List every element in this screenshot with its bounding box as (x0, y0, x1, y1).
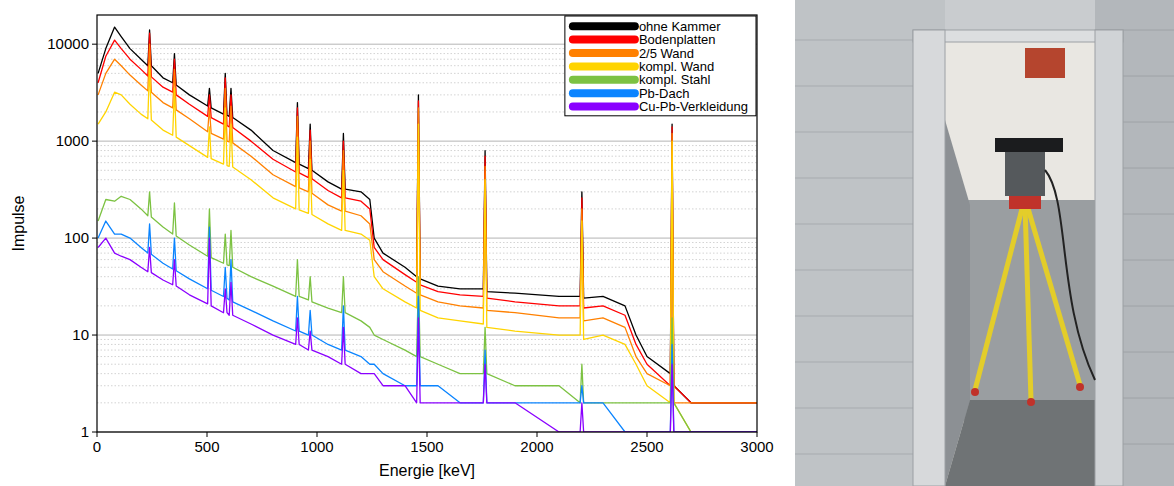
cable (1045, 170, 1095, 380)
series-line (98, 27, 757, 403)
legend-swatch (573, 22, 635, 30)
minor-grid-line (97, 305, 757, 306)
door-frame-left (913, 30, 945, 486)
minor-grid-line (97, 191, 757, 192)
tripod-leg (1025, 205, 1031, 400)
minor-grid-line (97, 350, 757, 351)
minor-grid-line (97, 242, 757, 243)
minor-grid-line (97, 339, 757, 340)
tripod-leg (975, 205, 1023, 390)
grid-line (97, 335, 757, 336)
series-line (98, 44, 757, 403)
x-tick-label: 2500 (630, 438, 663, 455)
y-tick (92, 141, 97, 142)
minor-grid-line (97, 288, 757, 289)
series-group (98, 27, 757, 432)
opening (945, 40, 1095, 486)
minor-grid-line (97, 259, 757, 260)
y-tick (92, 432, 97, 433)
chamber-right-panel (1095, 0, 1174, 486)
y-tick (92, 238, 97, 239)
floor (945, 400, 1095, 486)
x-tick (207, 432, 208, 437)
tripod-head (1009, 195, 1041, 209)
series-line (98, 33, 757, 403)
series-line (98, 221, 757, 432)
grid-line (97, 238, 757, 239)
x-tick (317, 432, 318, 437)
page: 0 500 1000 1500 2000 2500 3000 1 10 100 1000 10000 E… (0, 0, 1174, 486)
y-tick (92, 335, 97, 336)
minor-grid-line (97, 145, 757, 146)
x-tick-label: 1000 (300, 438, 333, 455)
tripod-foot (971, 388, 979, 396)
minor-grid-line (97, 267, 757, 268)
x-tick-label: 0 (93, 438, 101, 455)
y-axis-title: Impulse (10, 195, 27, 251)
minor-grid-line (97, 208, 757, 209)
y-tick (92, 44, 97, 45)
minor-grid-line (97, 162, 757, 163)
x-tick-label: 500 (194, 438, 219, 455)
x-tick (537, 432, 538, 437)
legend-swatch (573, 62, 635, 70)
x-tick (97, 432, 98, 437)
legend: ohne KammerBodenplatten2/5 Wandkompl. Wa… (565, 16, 756, 116)
x-tick (427, 432, 428, 437)
x-axis-title: Energie [keV] (379, 462, 475, 479)
series-line (98, 192, 757, 432)
detector-body (1005, 150, 1045, 196)
chamber-left-panel (795, 0, 945, 486)
tripod-foot (1076, 383, 1084, 391)
legend-swatch (573, 76, 635, 84)
legend-swatch (573, 49, 635, 57)
legend-label: Cu-Pb-Verkleidung (639, 99, 748, 114)
detector-electronics (995, 138, 1063, 152)
legend-box (565, 16, 756, 116)
y-tick-label: 1000 (56, 132, 89, 149)
minor-grid-line (97, 156, 757, 157)
legend-swatch (573, 89, 635, 97)
background (0, 0, 1174, 486)
legend-swatch (573, 103, 635, 111)
series-line (98, 238, 757, 432)
background-wall (1025, 48, 1065, 78)
minor-grid-line (97, 179, 757, 180)
tripod-leg (1027, 205, 1080, 385)
minor-grid-line (97, 356, 757, 357)
legend-swatch (573, 36, 635, 44)
y-tick-label: 100 (64, 229, 89, 246)
minor-grid-line (97, 276, 757, 277)
photo (795, 0, 1174, 486)
minor-grid-line (97, 247, 757, 248)
y-tick-label: 10 (72, 326, 89, 343)
x-tick-label: 3000 (740, 438, 773, 455)
y-tick-label: 1 (81, 423, 89, 440)
series-line (98, 66, 757, 432)
door-frame-right (1095, 30, 1123, 486)
minor-grid-line (97, 344, 757, 345)
x-tick (757, 432, 758, 437)
x-tick (647, 432, 648, 437)
x-tick-label: 1500 (410, 438, 443, 455)
minor-grid-line (97, 170, 757, 171)
minor-grid-line (97, 253, 757, 254)
tripod-foot (1027, 398, 1035, 406)
axes: 0 500 1000 1500 2000 2500 3000 1 10 100 1000 10000 (47, 35, 773, 455)
plot-frame (97, 15, 757, 432)
photo-background (795, 0, 1174, 486)
grid-line (97, 141, 757, 142)
x-tick-label: 2000 (520, 438, 553, 455)
y-tick-label: 10000 (47, 35, 89, 52)
